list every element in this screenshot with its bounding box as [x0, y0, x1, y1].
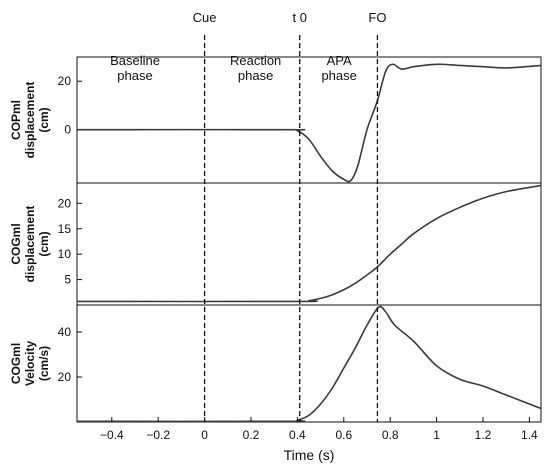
event-label-t0: t 0 [292, 10, 306, 25]
panel-1-y-axis-label-line: (cm) [37, 107, 51, 132]
x-tick-label: −0.2 [146, 428, 170, 442]
events-layer: Cue t 0 FO [193, 10, 386, 422]
panel-3-frame [76, 304, 542, 423]
panel-1: 0 20 COPmldisplacement(cm) [9, 56, 542, 184]
panel-3-y-tick-label: 40 [58, 325, 72, 339]
x-axis: −0.4 −0.2 0 0.2 0.4 0.6 0.8 1 1.2 1.4 [100, 417, 538, 442]
x-tick-label: 0.4 [289, 428, 306, 442]
panel-1-y-tick-label: 0 [64, 123, 71, 137]
panel-3-y-axis-label-line: COGml [9, 343, 23, 384]
panel-1-y-axis-label: COPmldisplacement(cm) [9, 82, 51, 159]
x-tick-label: 0.6 [335, 428, 352, 442]
panel-1-y-tick-label: 20 [58, 74, 72, 88]
panel-1-series-line [76, 63, 542, 183]
x-axis-label: Time (s) [284, 447, 335, 463]
event-label-cue: Cue [193, 10, 217, 25]
event-label-fo: FO [368, 10, 386, 25]
phase-label-line: phase [238, 68, 273, 83]
phase-label-line: APA [327, 53, 352, 68]
panel-3-series-line [76, 305, 542, 423]
panel-3-y-axis-label-line: Velocity [23, 340, 37, 386]
panel-2: 5 10 15 20 COGmldisplacement(cm) [9, 182, 542, 306]
panel-2-y-tick-label: 15 [58, 222, 72, 236]
panel-2-frame [76, 182, 542, 306]
panel-1-y-axis-label-line: displacement [23, 82, 37, 159]
panel-2-y-axis-label-line: COGml [9, 223, 23, 264]
phase-label-line: phase [117, 68, 152, 83]
panel-3-y-tick-label: 20 [58, 370, 72, 384]
x-tick-label: 1.4 [521, 428, 538, 442]
panel-2-y-tick-label: 10 [58, 247, 72, 261]
panel-2-y-tick-label: 5 [64, 273, 71, 287]
phase-label-line: Reaction [230, 53, 281, 68]
x-tick-label: 0.2 [243, 428, 260, 442]
panel-3-y-axis-label-line: (cm/s) [37, 346, 51, 381]
phase-label-1: Baseline phase [110, 53, 160, 83]
panel-3: 20 40 COGmlVelocity(cm/s) [9, 304, 542, 423]
panel-2-series-line [76, 184, 542, 303]
x-tick-label: 1 [433, 428, 440, 442]
panel-2-y-axis-label-line: (cm) [37, 231, 51, 256]
x-tick-label: −0.4 [100, 428, 124, 442]
panel-2-y-axis-label: COGmldisplacement(cm) [9, 206, 51, 283]
phase-label-3: APA phase [321, 53, 356, 83]
phase-label-line: Baseline [110, 53, 160, 68]
panel-2-y-tick-label: 20 [58, 196, 72, 210]
panel-2-y-axis-label-line: displacement [23, 206, 37, 283]
panel-3-y-axis-label: COGmlVelocity(cm/s) [9, 340, 51, 386]
x-tick-label: 0 [201, 428, 208, 442]
panels-layer: 020COPmldisplacement(cm)5101520COGmldisp… [9, 56, 542, 423]
x-tick-label: 0.8 [382, 428, 399, 442]
x-tick-label: 1.2 [475, 428, 492, 442]
phase-label-line: phase [321, 68, 356, 83]
phase-label-2: Reaction phase [230, 53, 281, 83]
panel-1-y-axis-label-line: COPml [9, 100, 23, 140]
